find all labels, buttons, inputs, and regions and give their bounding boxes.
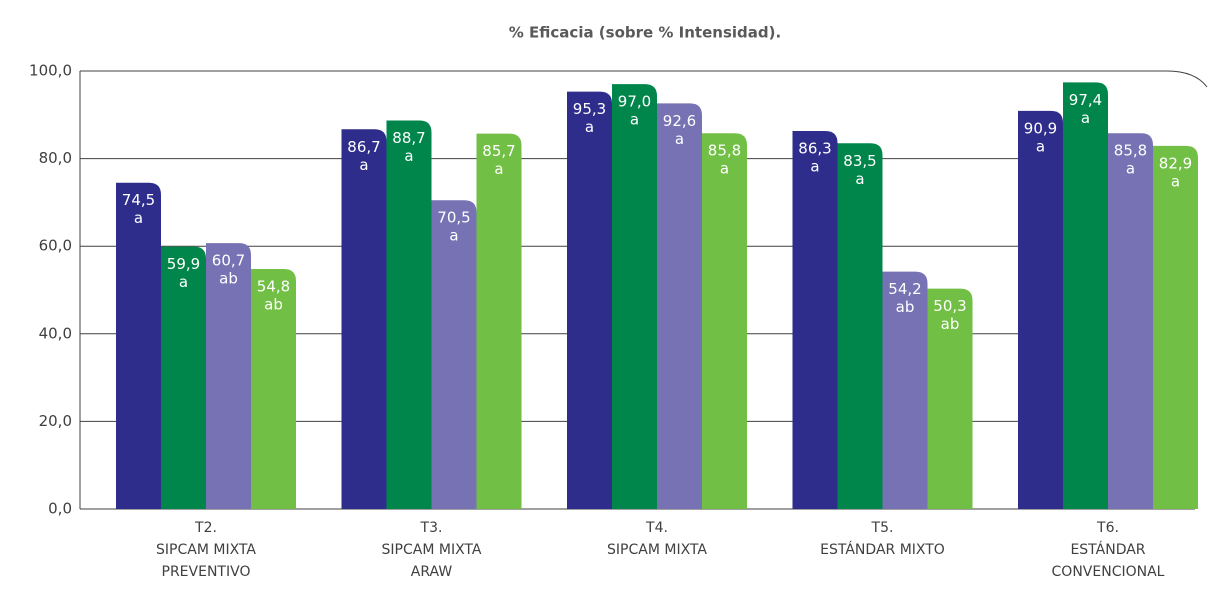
- value-label: 85,8: [708, 142, 741, 160]
- bar: [882, 271, 928, 509]
- bar: [251, 268, 296, 509]
- bar: [431, 200, 477, 509]
- significance-letter: a: [855, 170, 864, 188]
- value-label: 97,4: [1069, 91, 1102, 109]
- significance-letter: ab: [941, 315, 960, 333]
- x-tick-label: CONVENCIONAL: [1052, 564, 1165, 580]
- x-tick-label: T3.: [420, 520, 443, 536]
- value-label: 97,0: [618, 93, 651, 111]
- chart-title: % Eficacia (sobre % Intensidad).: [509, 24, 781, 42]
- x-tick-label: ESTÁNDAR: [1070, 541, 1145, 558]
- significance-letter: a: [1036, 137, 1045, 155]
- bar: [612, 84, 657, 509]
- bar: [476, 133, 522, 509]
- value-label: 85,8: [1114, 142, 1147, 160]
- significance-letter: a: [675, 130, 684, 148]
- y-tick-label: 100,0: [29, 62, 72, 80]
- bar: [657, 103, 702, 510]
- x-tick-label: SIPCAM MIXTA: [156, 542, 256, 558]
- value-label: 54,2: [888, 280, 921, 298]
- x-tick-label: T2.: [194, 520, 217, 536]
- y-tick-label: 80,0: [39, 149, 72, 167]
- x-tick-label: ESTÁNDAR MIXTO: [820, 541, 945, 558]
- value-label: 70,5: [437, 209, 470, 227]
- grid-line: [80, 70, 1208, 88]
- value-label: 59,9: [167, 255, 200, 273]
- value-label: 82,9: [1159, 154, 1192, 172]
- bar: [116, 182, 161, 509]
- bar: [206, 243, 251, 509]
- bar: [837, 143, 883, 509]
- significance-letter: a: [1081, 109, 1090, 127]
- value-label: 60,7: [212, 252, 245, 270]
- bar: [567, 91, 612, 509]
- value-label: 86,3: [798, 140, 831, 158]
- bar: [792, 131, 838, 510]
- significance-letter: a: [1171, 172, 1180, 190]
- value-label: 90,9: [1024, 119, 1057, 137]
- value-label: 86,7: [347, 138, 380, 156]
- value-label: 88,7: [392, 129, 425, 147]
- significance-letter: ab: [219, 270, 238, 288]
- x-tick-label: T6.: [1096, 520, 1119, 536]
- bar: [1063, 82, 1108, 509]
- bar: [1018, 110, 1063, 509]
- bar: [1108, 133, 1153, 510]
- y-tick-label: 0,0: [48, 500, 72, 518]
- bar: [161, 246, 206, 509]
- significance-letter: a: [134, 209, 143, 227]
- significance-letter: a: [404, 147, 413, 165]
- value-label: 54,8: [257, 277, 290, 295]
- significance-letter: a: [720, 160, 729, 178]
- bar: [702, 133, 747, 510]
- y-tick-label: 20,0: [39, 412, 72, 430]
- value-label: 95,3: [573, 100, 606, 118]
- x-tick-label: T4.: [645, 520, 668, 536]
- significance-letter: a: [449, 227, 458, 245]
- x-tick-label: PREVENTIVO: [162, 564, 251, 580]
- value-label: 85,7: [482, 142, 515, 160]
- value-label: 74,5: [122, 191, 155, 209]
- significance-letter: a: [630, 111, 639, 129]
- significance-letter: a: [810, 158, 819, 176]
- bar: [1153, 145, 1198, 509]
- x-tick-label: SIPCAM MIXTA: [607, 542, 707, 558]
- significance-letter: a: [494, 160, 503, 178]
- value-label: 92,6: [663, 112, 696, 130]
- significance-letter: a: [359, 156, 368, 174]
- y-tick-label: 40,0: [39, 324, 72, 342]
- significance-letter: a: [1126, 160, 1135, 178]
- bar: [927, 288, 973, 509]
- bar: [386, 120, 432, 509]
- significance-letter: ab: [264, 295, 283, 313]
- x-tick-label: ARAW: [411, 564, 453, 580]
- y-tick-label: 60,0: [39, 237, 72, 255]
- significance-letter: a: [585, 118, 594, 136]
- bar: [341, 129, 387, 509]
- value-label: 50,3: [933, 297, 966, 315]
- value-label: 83,5: [843, 152, 876, 170]
- x-tick-label: T5.: [871, 520, 894, 536]
- significance-letter: a: [179, 273, 188, 291]
- significance-letter: ab: [896, 298, 915, 316]
- x-tick-label: SIPCAM MIXTA: [382, 542, 482, 558]
